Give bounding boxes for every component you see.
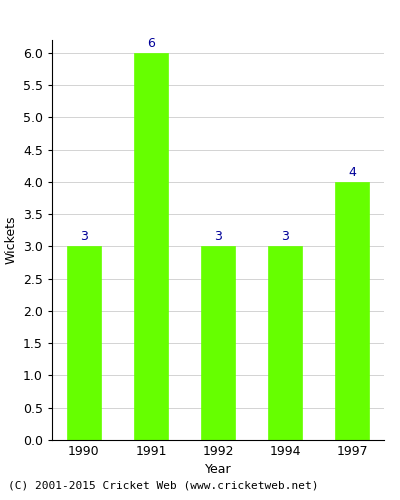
Y-axis label: Wickets: Wickets (4, 216, 18, 264)
X-axis label: Year: Year (205, 464, 231, 476)
Text: 4: 4 (348, 166, 356, 178)
Text: 3: 3 (80, 230, 88, 243)
Bar (134, 53, 168, 440)
Text: 3: 3 (214, 230, 222, 243)
Text: 3: 3 (281, 230, 289, 243)
Text: (C) 2001-2015 Cricket Web (www.cricketweb.net): (C) 2001-2015 Cricket Web (www.cricketwe… (8, 480, 318, 490)
Bar (335, 182, 369, 440)
Bar (201, 246, 235, 440)
Bar (268, 246, 302, 440)
Bar (67, 246, 101, 440)
Text: 6: 6 (147, 36, 155, 50)
